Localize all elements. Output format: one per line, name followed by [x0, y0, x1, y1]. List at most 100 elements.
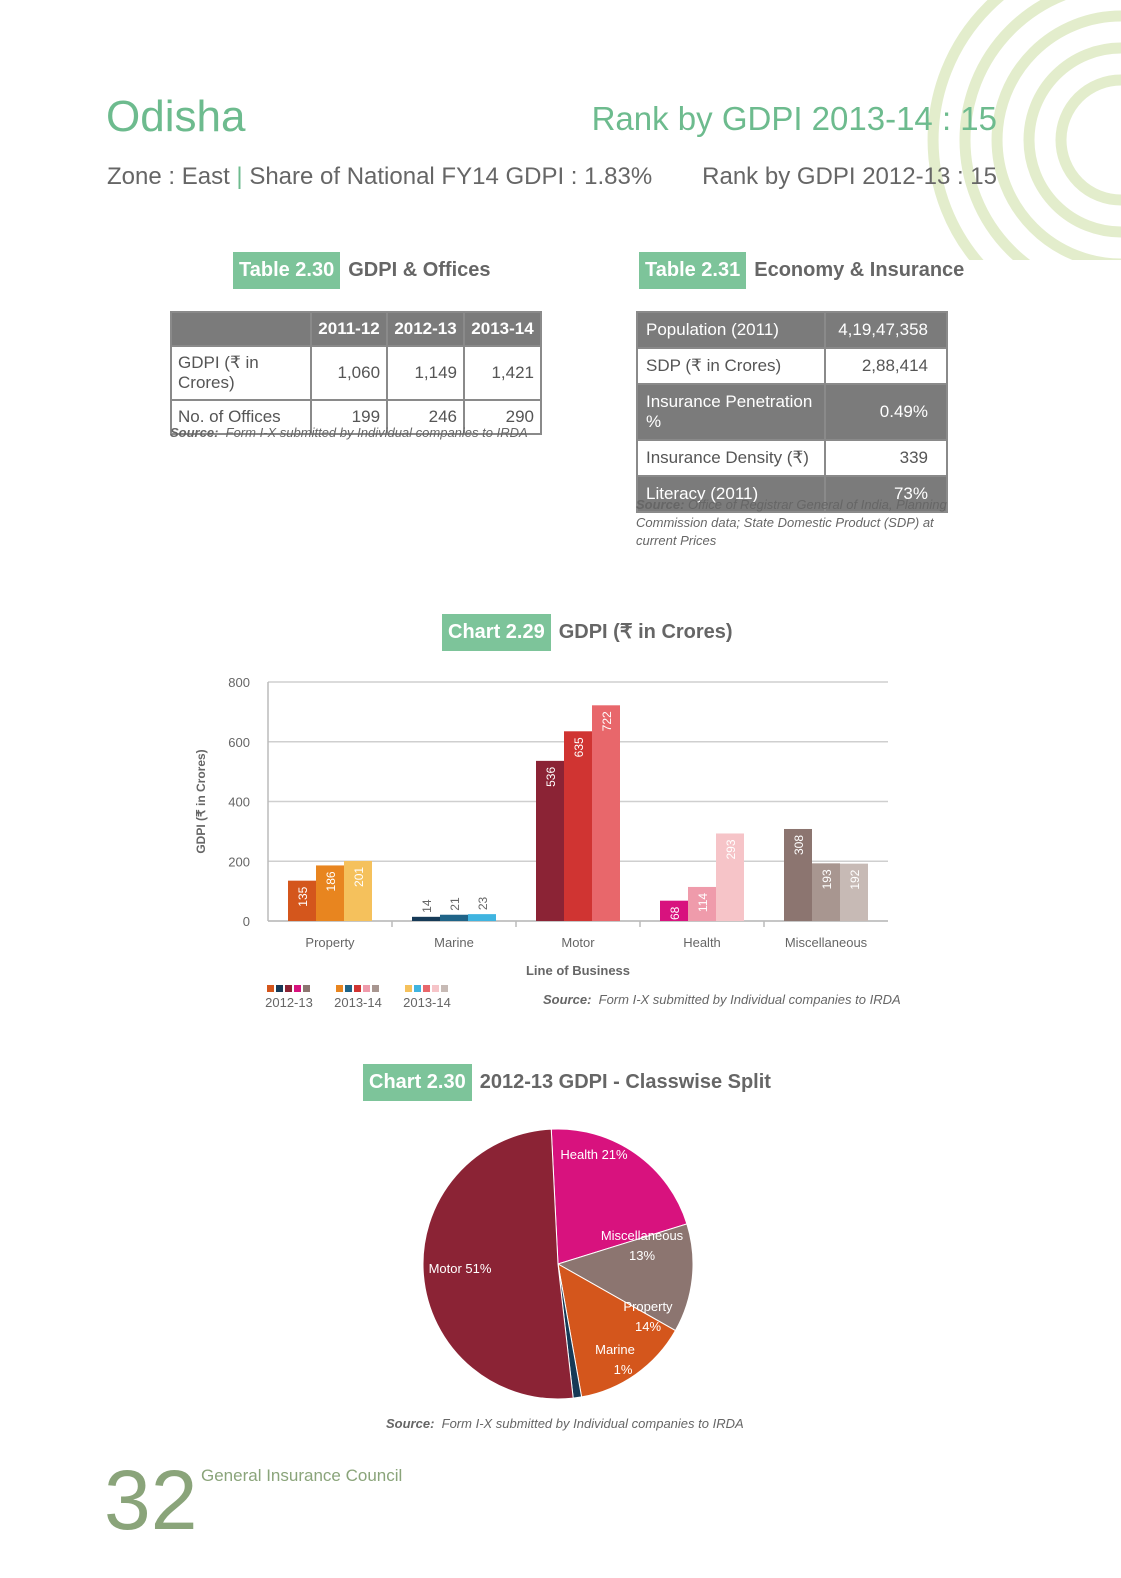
bar-value-label: 192 [848, 869, 862, 889]
bar [812, 863, 840, 921]
legend-swatch [414, 985, 421, 992]
x-category-label: Motor [561, 935, 595, 950]
zone-share-line: Zone : East | Share of National FY14 GDP… [107, 163, 652, 191]
legend-swatch [354, 985, 361, 992]
pie-slice-label: Health 21% [560, 1147, 628, 1162]
table-header-cell [170, 311, 312, 347]
bar-value-label: 21 [448, 897, 462, 911]
bar [784, 828, 812, 921]
bar [660, 900, 688, 921]
pie-slice [557, 1263, 677, 1398]
legend-label: 2013-14 [334, 995, 382, 1010]
table-cell: No. of Offices [170, 399, 312, 435]
bar-value-label: 536 [544, 767, 558, 787]
legend-swatch [294, 985, 301, 992]
bar-value-label: 68 [668, 906, 682, 920]
bar [716, 833, 744, 921]
chart-229-caption: Chart 2.29 GDPI (₹ in Crores) [442, 614, 733, 651]
legend-swatch [441, 985, 448, 992]
x-axis-label: Line of Business [526, 963, 630, 978]
bar-value-label: 201 [352, 867, 366, 887]
decorative-arc [959, 0, 1066, 260]
table-row: Insurance Density (₹) 339 [636, 439, 948, 477]
zone-label: Zone : East [107, 163, 230, 190]
chart-229-title: GDPI (₹ in Crores) [558, 621, 733, 643]
table-cell: 0.49% [824, 383, 948, 441]
table-cell: Insurance Penetration % [636, 383, 826, 441]
table-cell: 4,19,47,358 [824, 311, 948, 349]
decorative-arc [927, 0, 1005, 260]
table-231-source: Source: Office of Registrar General of I… [636, 496, 947, 550]
table-header-row: 2011-12 2012-13 2013-14 [170, 311, 542, 347]
source-text: Form I-X submitted by Individual compani… [441, 1416, 744, 1431]
bar-value-label: 135 [296, 886, 310, 906]
table-cell: GDPI (₹ in Crores) [170, 345, 312, 401]
legend-swatch [276, 985, 283, 992]
y-axis-label: GDPI (₹ in Crores) [194, 749, 208, 853]
table-header-cell: 2011-12 [309, 311, 389, 347]
table-cell: Population (2011) [636, 311, 826, 349]
source-label: Source: [636, 497, 685, 512]
table-header-cell: 2012-13 [386, 311, 465, 347]
table-230-source: Source: Form I-X submitted by Individual… [170, 425, 528, 440]
pie-slice-percent: 1% [614, 1362, 633, 1377]
bar-value-label: 193 [820, 869, 834, 889]
legend-label: 2013-14 [403, 995, 451, 1010]
legend-swatch [423, 985, 430, 992]
share-label: Share of National FY14 GDPI : 1.83% [249, 163, 653, 190]
bar-value-label: 635 [572, 737, 586, 757]
table-row: Population (2011) 4,19,47,358 [636, 311, 948, 349]
bar [592, 705, 620, 921]
legend-swatch [372, 985, 379, 992]
source-text-line2: Commission data; State Domestic Product … [636, 515, 934, 530]
decorative-arc [991, 10, 1121, 260]
legend-swatch [267, 985, 274, 992]
legend-swatch [405, 985, 412, 992]
source-text: Form I-X submitted by Individual compani… [225, 425, 528, 440]
chart-230-source: Source: Form I-X submitted by Individual… [386, 1416, 744, 1431]
bar [688, 886, 716, 921]
x-category-label: Health [683, 935, 721, 950]
pie-slice [556, 1223, 694, 1332]
table-row: Insurance Penetration % 0.49% [636, 383, 948, 441]
table-cell: 290 [463, 399, 542, 435]
bar-value-label: 722 [600, 711, 614, 731]
y-tick-label: 200 [228, 854, 250, 869]
table-cell: 2,88,414 [824, 347, 948, 385]
gdpi-bar-chart: 0 200 400 600 800 135 186 201 Property 14 21 23 Mari… [194, 675, 888, 1010]
y-tick-label: 0 [243, 914, 250, 929]
table-cell: 1,149 [386, 345, 465, 401]
table-cell: 339 [824, 439, 948, 477]
divider: | [236, 163, 250, 190]
rank-current: Rank by GDPI 2013-14 : 15 [591, 100, 997, 137]
table-231-caption: Table 2.31 Economy & Insurance [639, 252, 964, 289]
chart-230-caption: Chart 2.30 2012-13 GDPI - Classwise Split [363, 1064, 771, 1101]
table-cell: 246 [386, 399, 465, 435]
source-text: Form I-X submitted by Individual compani… [598, 992, 901, 1007]
source-label: Source: [386, 1416, 435, 1431]
bar-value-label: 293 [724, 839, 738, 859]
source-text-line3: current Prices [636, 533, 717, 548]
pie-slice [550, 1128, 688, 1265]
legend-label: 2012-13 [265, 995, 313, 1010]
legend-swatch [345, 985, 352, 992]
x-category-label: Marine [434, 935, 474, 950]
table-cell: SDP (₹ in Crores) [636, 347, 826, 385]
source-text-line1: Office of Registrar General of India, Pl… [688, 497, 947, 512]
pie-slice-label: Marine [595, 1342, 635, 1357]
y-tick-label: 600 [228, 735, 250, 750]
bar [564, 731, 592, 921]
pie-slice-percent: 14% [635, 1319, 661, 1334]
table-230-caption: Table 2.30 GDPI & Offices [233, 252, 491, 289]
table-231-tag: Table 2.31 [639, 252, 747, 289]
table-cell: Insurance Density (₹) [636, 439, 826, 477]
chart-229-source: Source: Form I-X submitted by Individual… [543, 992, 901, 1007]
table-header-cell: 2013-14 [463, 311, 542, 347]
chart-230-tag: Chart 2.30 [363, 1064, 472, 1101]
table-row: GDPI (₹ in Crores) 1,060 1,149 1,421 [170, 345, 542, 401]
y-tick-label: 400 [228, 795, 250, 810]
legend-swatch [363, 985, 370, 992]
classwise-pie-chart: Health 21% Miscellaneous 13% Property 14%Mar… [422, 1128, 694, 1400]
pie-slice [422, 1128, 574, 1400]
bar [344, 860, 372, 921]
